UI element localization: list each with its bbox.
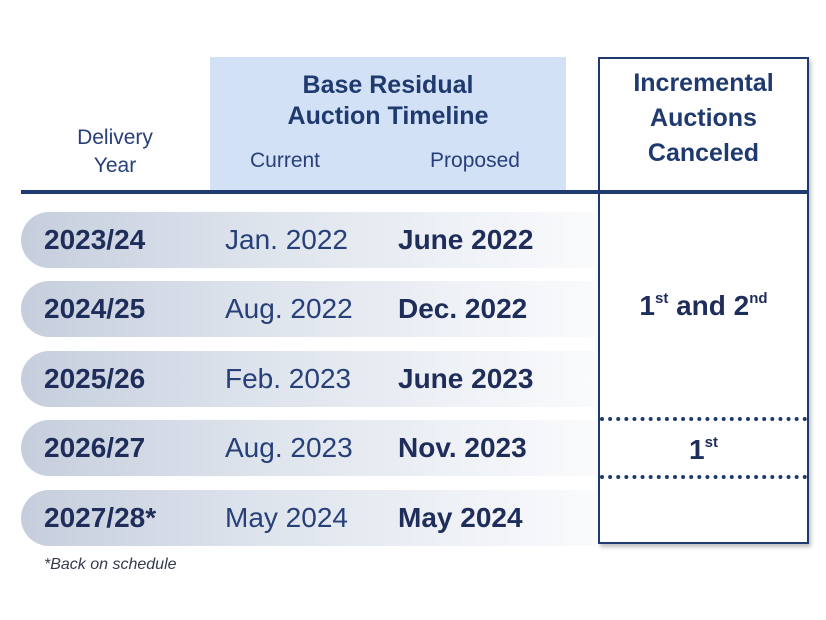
table-row xyxy=(21,281,598,337)
incremental-auctions-header: Incremental Auctions Canceled xyxy=(600,66,807,171)
dotted-divider xyxy=(600,417,807,421)
incremental-auctions-box xyxy=(598,57,809,544)
proposed-date-cell: May 2024 xyxy=(398,502,523,533)
table-row xyxy=(21,490,598,546)
footnote: *Back on schedule xyxy=(44,556,177,573)
ordinal-joiner: and 2 xyxy=(668,290,750,321)
incremental-canceled-first-second: 1st and 2nd xyxy=(600,290,807,322)
incremental-header-line1: Incremental xyxy=(633,69,774,97)
table-row xyxy=(21,351,598,407)
incremental-header-divider xyxy=(600,190,807,194)
delivery-year-cell: 2024/25 xyxy=(44,293,146,324)
base-residual-title-line2: Auction Timeline xyxy=(287,102,489,130)
header-divider xyxy=(21,190,599,194)
incremental-canceled-first: 1st xyxy=(600,434,807,466)
incremental-header-line2: Auctions xyxy=(650,104,757,132)
current-date-cell: Aug. 2023 xyxy=(225,432,353,463)
current-date-cell: Aug. 2022 xyxy=(225,293,353,324)
table-row xyxy=(21,420,598,476)
current-date-cell: May 2024 xyxy=(225,502,348,533)
proposed-date-cell: Nov. 2023 xyxy=(398,432,527,463)
proposed-date-cell: June 2022 xyxy=(398,224,534,255)
delivery-year-cell: 2027/28* xyxy=(44,502,157,533)
ordinal-suffix: st xyxy=(654,290,669,307)
ordinal-number: 1 xyxy=(689,434,705,465)
ordinal-suffix: nd xyxy=(749,290,768,307)
ordinal-number: 1 xyxy=(639,290,655,321)
dotted-divider xyxy=(600,475,807,479)
incremental-header-line3: Canceled xyxy=(647,139,760,167)
current-date-cell: Jan. 2022 xyxy=(225,224,348,255)
delivery-year-header: Delivery Year xyxy=(77,126,153,177)
current-column-header: Current xyxy=(249,149,321,172)
base-residual-header-background xyxy=(210,57,566,190)
table-row xyxy=(21,212,598,268)
ordinal-suffix: st xyxy=(704,434,718,451)
delivery-year-cell: 2026/27 xyxy=(44,432,146,463)
delivery-year-cell: 2025/26 xyxy=(44,363,146,394)
base-residual-title: Base Residual Auction Timeline xyxy=(210,70,566,132)
current-date-cell: Feb. 2023 xyxy=(225,363,352,394)
base-residual-title-line1: Base Residual xyxy=(302,71,474,99)
proposed-date-cell: Dec. 2022 xyxy=(398,293,528,324)
proposed-column-header: Proposed xyxy=(430,149,520,172)
delivery-year-cell: 2023/24 xyxy=(44,224,146,255)
proposed-date-cell: June 2023 xyxy=(398,363,534,394)
